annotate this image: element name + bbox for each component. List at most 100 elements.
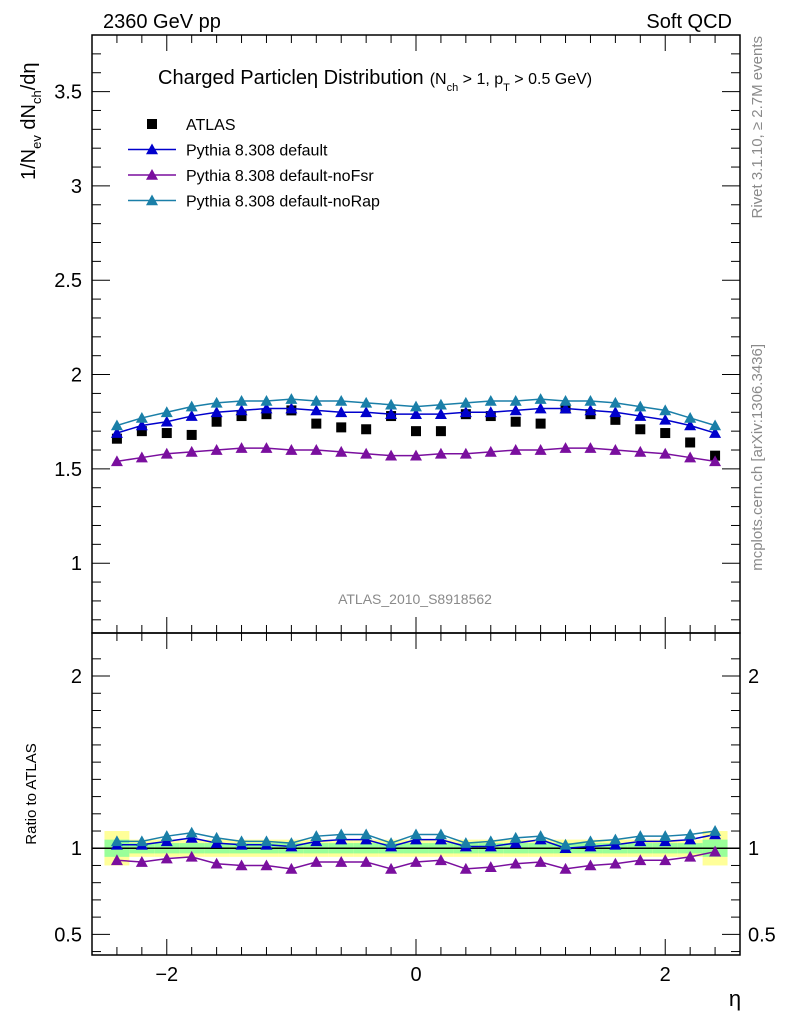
mc-point-noFsr: [385, 449, 398, 461]
mc-point-noFsr: [210, 444, 223, 455]
atlas-data-point: [236, 411, 247, 422]
legend: ATLAS Pythia 8.308 default Pythia 8.308 de…: [128, 117, 380, 211]
atlas-data-point: [261, 409, 272, 420]
mc-point-noRap: [459, 396, 472, 408]
ratio-point-noFsr: [385, 862, 398, 874]
mc-point-noRap: [260, 394, 273, 406]
main-panel-series: [110, 393, 722, 467]
mc-point-noRap: [684, 411, 697, 423]
mc-point-noFsr: [709, 455, 722, 467]
mc-point-default: [260, 402, 273, 414]
mc-point-noRap: [534, 393, 547, 404]
mc-point-noRap: [235, 394, 248, 406]
legend-marker-noRap: [146, 194, 158, 206]
mc-point-noRap: [285, 393, 298, 404]
ratio-point-noFsr: [110, 854, 123, 866]
mc-point-noRap: [634, 400, 647, 412]
mc-point-noRap: [210, 396, 223, 408]
mc-point-noRap: [659, 404, 672, 416]
atlas-data-point: [336, 422, 347, 433]
x-tick-label: 0: [410, 964, 421, 986]
mc-point-default: [410, 408, 422, 419]
atlas-data-point: [411, 426, 421, 437]
ratio-point-noRap: [360, 828, 373, 840]
ratio-point-noRap: [584, 835, 597, 847]
ratio-point-noRap: [335, 828, 348, 840]
ratio-point-noRap: [135, 835, 148, 847]
y-tick-label-main: 3: [71, 176, 82, 198]
mc-point-default: [385, 408, 398, 419]
y-tick-label-main: 1: [71, 553, 82, 575]
ratio-point-noRap: [235, 835, 248, 847]
mc-point-noRap: [709, 419, 722, 431]
atlas-data-point: [535, 418, 546, 429]
y-tick-label-ratio-left: 0.5: [54, 924, 82, 946]
legend-label: Pythia 8.308 default-noRap: [186, 194, 380, 211]
y-axis-label-ratio: Ratio to ATLAS: [23, 743, 40, 844]
atlas-data-point: [435, 426, 446, 437]
ratio-point-noRap: [559, 838, 572, 850]
atlas-data-point: [161, 428, 172, 439]
mc-point-noFsr: [434, 447, 447, 459]
ratio-point-noFsr: [659, 854, 672, 866]
ratio-panel-series: [110, 825, 722, 874]
y-tick-label-main: 2.5: [54, 270, 82, 292]
ratio-point-noFsr: [559, 862, 572, 874]
ratio-point-noRap: [534, 830, 547, 841]
mc-point-noFsr: [659, 447, 672, 459]
ratio-point-noFsr: [534, 856, 547, 867]
atlas-data-point: [610, 414, 621, 425]
mc-point-noFsr: [360, 447, 373, 459]
mc-point-default: [185, 410, 198, 421]
mc-point-noFsr: [185, 445, 198, 457]
energy-label: 2360 GeV pp: [103, 11, 221, 33]
mc-point-default: [659, 413, 672, 425]
mc-point-default: [484, 406, 497, 418]
y-tick-label-ratio-right: 1: [748, 838, 759, 860]
atlas-data-point: [660, 428, 671, 439]
ratio-point-noRap: [410, 828, 422, 840]
mc-point-default: [360, 406, 373, 418]
y-axis-label-main: 1/Nev dNch/dη: [18, 62, 44, 180]
legend-label: Pythia 8.308 default-noFsr: [186, 168, 374, 185]
ratio-point-noFsr: [235, 859, 248, 871]
mc-point-default: [135, 419, 148, 431]
ratio-point-noFsr: [434, 854, 447, 866]
mc-point-noRap: [335, 394, 348, 406]
ratio-point-noRap: [634, 830, 647, 841]
mc-point-noFsr: [160, 447, 173, 459]
y-tick-label-main: 3.5: [54, 82, 82, 104]
mc-point-noFsr: [235, 442, 248, 453]
ratio-point-noRap: [709, 825, 722, 836]
y-tick-label-ratio-left: 2: [71, 666, 82, 688]
x-tick-label: 2: [660, 964, 671, 986]
ratio-point-noRap: [459, 837, 472, 848]
atlas-data-point: [685, 437, 696, 448]
ratio-point-noFsr: [634, 854, 647, 866]
ratio-point-noFsr: [410, 856, 422, 867]
atlas-data-point: [510, 416, 521, 427]
y-tick-label-ratio-left: 1: [71, 838, 82, 860]
mc-point-noFsr: [285, 444, 298, 455]
mc-point-noFsr: [335, 445, 348, 457]
mc-point-default: [684, 419, 697, 431]
mc-point-default: [609, 406, 622, 418]
mc-point-noFsr: [634, 445, 647, 457]
mc-point-noFsr: [534, 444, 547, 455]
legend-label: ATLAS: [186, 117, 236, 134]
mc-point-noRap: [434, 398, 447, 410]
mc-point-default: [310, 404, 323, 416]
y-tick-label-ratio-right: 0.5: [748, 924, 776, 946]
mc-point-noRap: [484, 394, 497, 406]
y-tick-label-ratio-right: 2: [748, 666, 759, 688]
mc-point-default: [285, 402, 298, 414]
ratio-point-noRap: [110, 835, 123, 847]
ratio-panel-frame: [91, 632, 741, 956]
ratio-point-noRap: [310, 830, 323, 841]
legend-marker-default: [146, 143, 158, 155]
ratio-point-noRap: [285, 837, 298, 848]
ratio-point-noFsr: [684, 850, 697, 862]
ratio-point-noRap: [659, 830, 672, 841]
legend-marker-atlas: [147, 119, 157, 129]
mc-point-default: [434, 408, 447, 419]
